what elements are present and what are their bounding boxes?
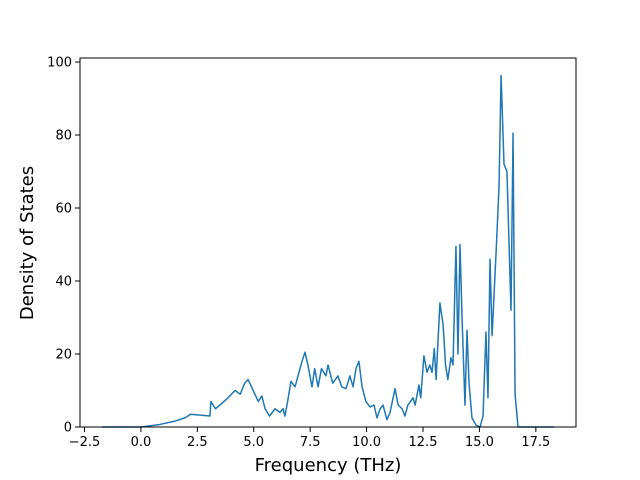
y-tick-label: 0 <box>64 421 72 436</box>
x-tick-label: −2.5 <box>69 435 101 450</box>
y-axis-label: Density of States <box>17 166 38 320</box>
x-tick-label: 0.0 <box>131 435 152 450</box>
data-line <box>101 74 554 428</box>
y-tick-label: 40 <box>55 275 72 290</box>
x-tick-label: 12.5 <box>409 435 438 450</box>
y-tick-label: 80 <box>55 129 72 144</box>
plot-frame <box>79 57 577 428</box>
x-tick-label: 5.0 <box>243 435 264 450</box>
y-tick-label: 60 <box>55 202 72 217</box>
y-tick-label: 100 <box>47 56 72 71</box>
x-tick-label: 2.5 <box>187 435 208 450</box>
y-tick-label: 20 <box>55 348 72 363</box>
x-tick-label: 17.5 <box>521 435 550 450</box>
x-tick-label: 10.0 <box>352 435 381 450</box>
x-tick-label: 7.5 <box>300 435 321 450</box>
x-tick-label: 15.0 <box>465 435 494 450</box>
x-axis-label: Frequency (THz) <box>255 455 402 476</box>
